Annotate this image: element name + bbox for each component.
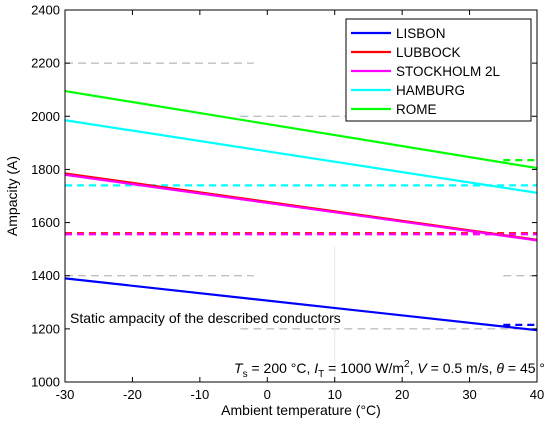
x-tick-label: -10 [190, 387, 209, 402]
series-line-hamburg [64, 119, 538, 194]
legend-label-lisbon: LISBON [396, 26, 446, 41]
ts-symbol: T [234, 360, 244, 376]
ts-value: = 200 °C, [248, 360, 315, 376]
theta-value: = 45 ° [504, 360, 545, 376]
legend: LISBON LUBBOCK STOCKHOLM 2L HAMBURG ROME [345, 18, 532, 122]
y-tick-label: 1600 [31, 215, 60, 230]
axes-frame [64, 9, 538, 383]
y-tick-label: 1000 [31, 375, 60, 390]
x-tick-label: -20 [123, 387, 142, 402]
legend-label-hamburg: HAMBURG [396, 83, 465, 98]
v-value: = 0.5 m/s, [427, 360, 497, 376]
x-axis-label: Ambient temperature (°C) [221, 402, 381, 418]
v-separator: , [410, 360, 418, 376]
x-tick-label: 30 [462, 387, 476, 402]
it-subscript: T [318, 369, 324, 380]
static-annotation: Static ampacity of the described conduct… [70, 310, 341, 326]
y-axis-label: Ampacity (A) [4, 156, 20, 236]
series-line-rome [64, 89, 538, 170]
it-superscript: 2 [404, 359, 410, 370]
ts-subscript: s [243, 369, 248, 380]
axis-ticks: -30 -20 -10 0 10 20 30 40 1000 1200 1400 1600 1800 20… [31, 3, 544, 403]
series-lines [64, 89, 538, 332]
legend-label-stockholm-2l: STOCKHOLM 2L [396, 64, 501, 79]
conditions-annotation: Ts = 200 °C, IT = 1000 W/m2, V = 0.5 m/s… [234, 359, 545, 380]
legend-label-lubbock: LUBBOCK [396, 45, 461, 60]
legend-label-rome: ROME [396, 102, 437, 117]
x-tick-label: -30 [56, 387, 75, 402]
y-tick-label: 2000 [31, 109, 60, 124]
x-tick-label: 40 [530, 387, 544, 402]
x-tick-label: 0 [264, 387, 271, 402]
y-tick-label: 1200 [31, 321, 60, 336]
x-tick-label: 20 [395, 387, 409, 402]
y-tick-label: 2200 [31, 56, 60, 71]
v-symbol: V [417, 360, 428, 376]
y-tick-label: 1800 [31, 162, 60, 177]
x-tick-label: 10 [327, 387, 341, 402]
series-line-lisbon [64, 277, 538, 332]
it-value: = 1000 W/m [324, 360, 404, 376]
y-tick-label: 1400 [31, 268, 60, 283]
y-tick-label: 2400 [31, 3, 60, 18]
series-line-stockholm-2l [64, 173, 538, 242]
theta-symbol: θ [496, 360, 504, 376]
it-symbol: I [314, 360, 318, 376]
